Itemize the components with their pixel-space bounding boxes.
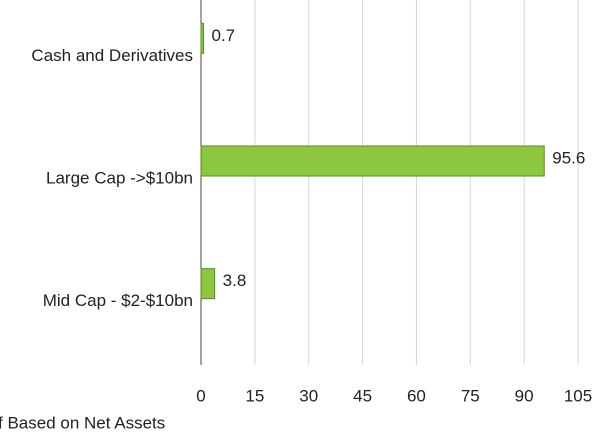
data-label: 3.8 bbox=[223, 271, 247, 290]
y-tick-label: Mid Cap - $2-$10bn bbox=[43, 291, 193, 310]
data-label: 0.7 bbox=[212, 26, 236, 45]
data-label: 95.6 bbox=[552, 148, 585, 167]
y-tick-label: Cash and Derivatives bbox=[31, 46, 193, 65]
x-tick-label: 45 bbox=[353, 386, 372, 405]
x-tick-label: 15 bbox=[245, 386, 264, 405]
bar bbox=[200, 145, 545, 177]
x-tick-label: 60 bbox=[407, 386, 426, 405]
x-tick-label: 105 bbox=[564, 386, 592, 405]
bar bbox=[200, 22, 205, 54]
x-tick-label: 30 bbox=[299, 386, 318, 405]
x-tick-label: 0 bbox=[196, 386, 205, 405]
bar bbox=[200, 268, 216, 300]
x-tick-label: 90 bbox=[515, 386, 534, 405]
x-axis-label: f Based on Net Assets bbox=[0, 413, 165, 432]
x-tick-label: 75 bbox=[461, 386, 480, 405]
y-tick-label: Large Cap ->$10bn bbox=[46, 168, 193, 187]
